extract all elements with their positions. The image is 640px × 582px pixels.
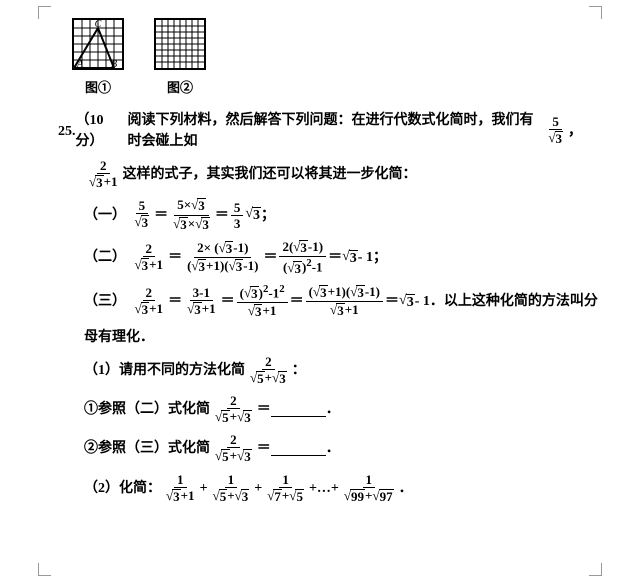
intro-line-1: 25. （10 分） 阅读下列材料，然后解答下列问题：在进行代数式化简时，我们有…: [58, 110, 582, 152]
ex3-label: （三）: [84, 291, 126, 312]
part-1b: ②参照（三）式化简 2√5+√3 ＝ ．: [84, 432, 582, 465]
part-1a-label: ①参照（二）式化简: [84, 399, 210, 420]
part-2-label: （2）化简：: [84, 478, 161, 499]
ex2-label: （二）: [84, 247, 126, 268]
figure-2-label: 图②: [154, 77, 206, 96]
intro-line-2: 2 √3+1 这样的式子，其实我们还可以将其进一步化简：: [84, 158, 582, 191]
figure-2-grid: [154, 18, 206, 70]
ex1-label: （一）: [84, 205, 126, 226]
intro-frac-1: 5 √3: [545, 114, 566, 147]
part-2: （2）化简： 1√3+1 + 1√5+√3 + 1√7+√5 +…+ 1√99+…: [84, 472, 582, 505]
blank-1a: [271, 402, 326, 417]
intro-frac-2: 2 √3+1: [86, 158, 121, 191]
example-3-wrap: 母有理化．: [84, 327, 582, 348]
part-1: （1）请用不同的方法化简 2√5+√3 ：: [84, 354, 582, 387]
intro-comma: ，: [568, 121, 582, 142]
figure-1-label: 图①: [72, 77, 124, 96]
part-1-label: （1）请用不同的方法化简: [84, 360, 245, 381]
page-content: C A B 图①: [0, 0, 640, 521]
figure-row: C A B 图①: [72, 18, 582, 96]
ex3-tail: 以上这种化简的方法叫分: [444, 291, 598, 312]
part-1a: ①参照（二）式化简 2√5+√3 ＝ ．: [84, 393, 582, 426]
figure-1: C A B 图①: [72, 18, 124, 96]
corner-mark-tr: [589, 6, 602, 19]
corner-mark-tl: [38, 6, 51, 19]
svg-text:B: B: [111, 59, 117, 68]
example-1: （一） 5√3 ＝ 5×√3√3×√3 ＝ 53 √3 ；: [84, 197, 582, 233]
svg-text:C: C: [95, 20, 102, 30]
figure-1-grid: C A B: [72, 18, 124, 70]
intro-text-a: 阅读下列材料，然后解答下列问题：在进行代数式化简时，我们有时会碰上如: [127, 110, 543, 152]
intro-text-b: 这样的式子，其实我们还可以将其进一步化简：: [123, 164, 417, 185]
question-number: 25.: [58, 121, 76, 142]
corner-mark-br: [589, 563, 602, 576]
figure-2: 图②: [154, 18, 206, 96]
points: （10 分）: [76, 110, 128, 152]
question-body: 25. （10 分） 阅读下列材料，然后解答下列问题：在进行代数式化简时，我们有…: [58, 110, 582, 505]
corner-mark-bl: [38, 563, 51, 576]
svg-text:A: A: [76, 59, 84, 68]
part-1b-label: ②参照（三）式化简: [84, 438, 210, 459]
blank-1b: [271, 441, 326, 456]
example-2: （二） 2√3+1 ＝ 2× (√3-1)(√3+1)(√3-1) ＝ 2(√3…: [84, 239, 582, 277]
example-3: （三） 2√3+1 ＝ 3-1√3+1 ＝ (√3)2-12√3+1 ＝ (√3…: [84, 283, 582, 321]
